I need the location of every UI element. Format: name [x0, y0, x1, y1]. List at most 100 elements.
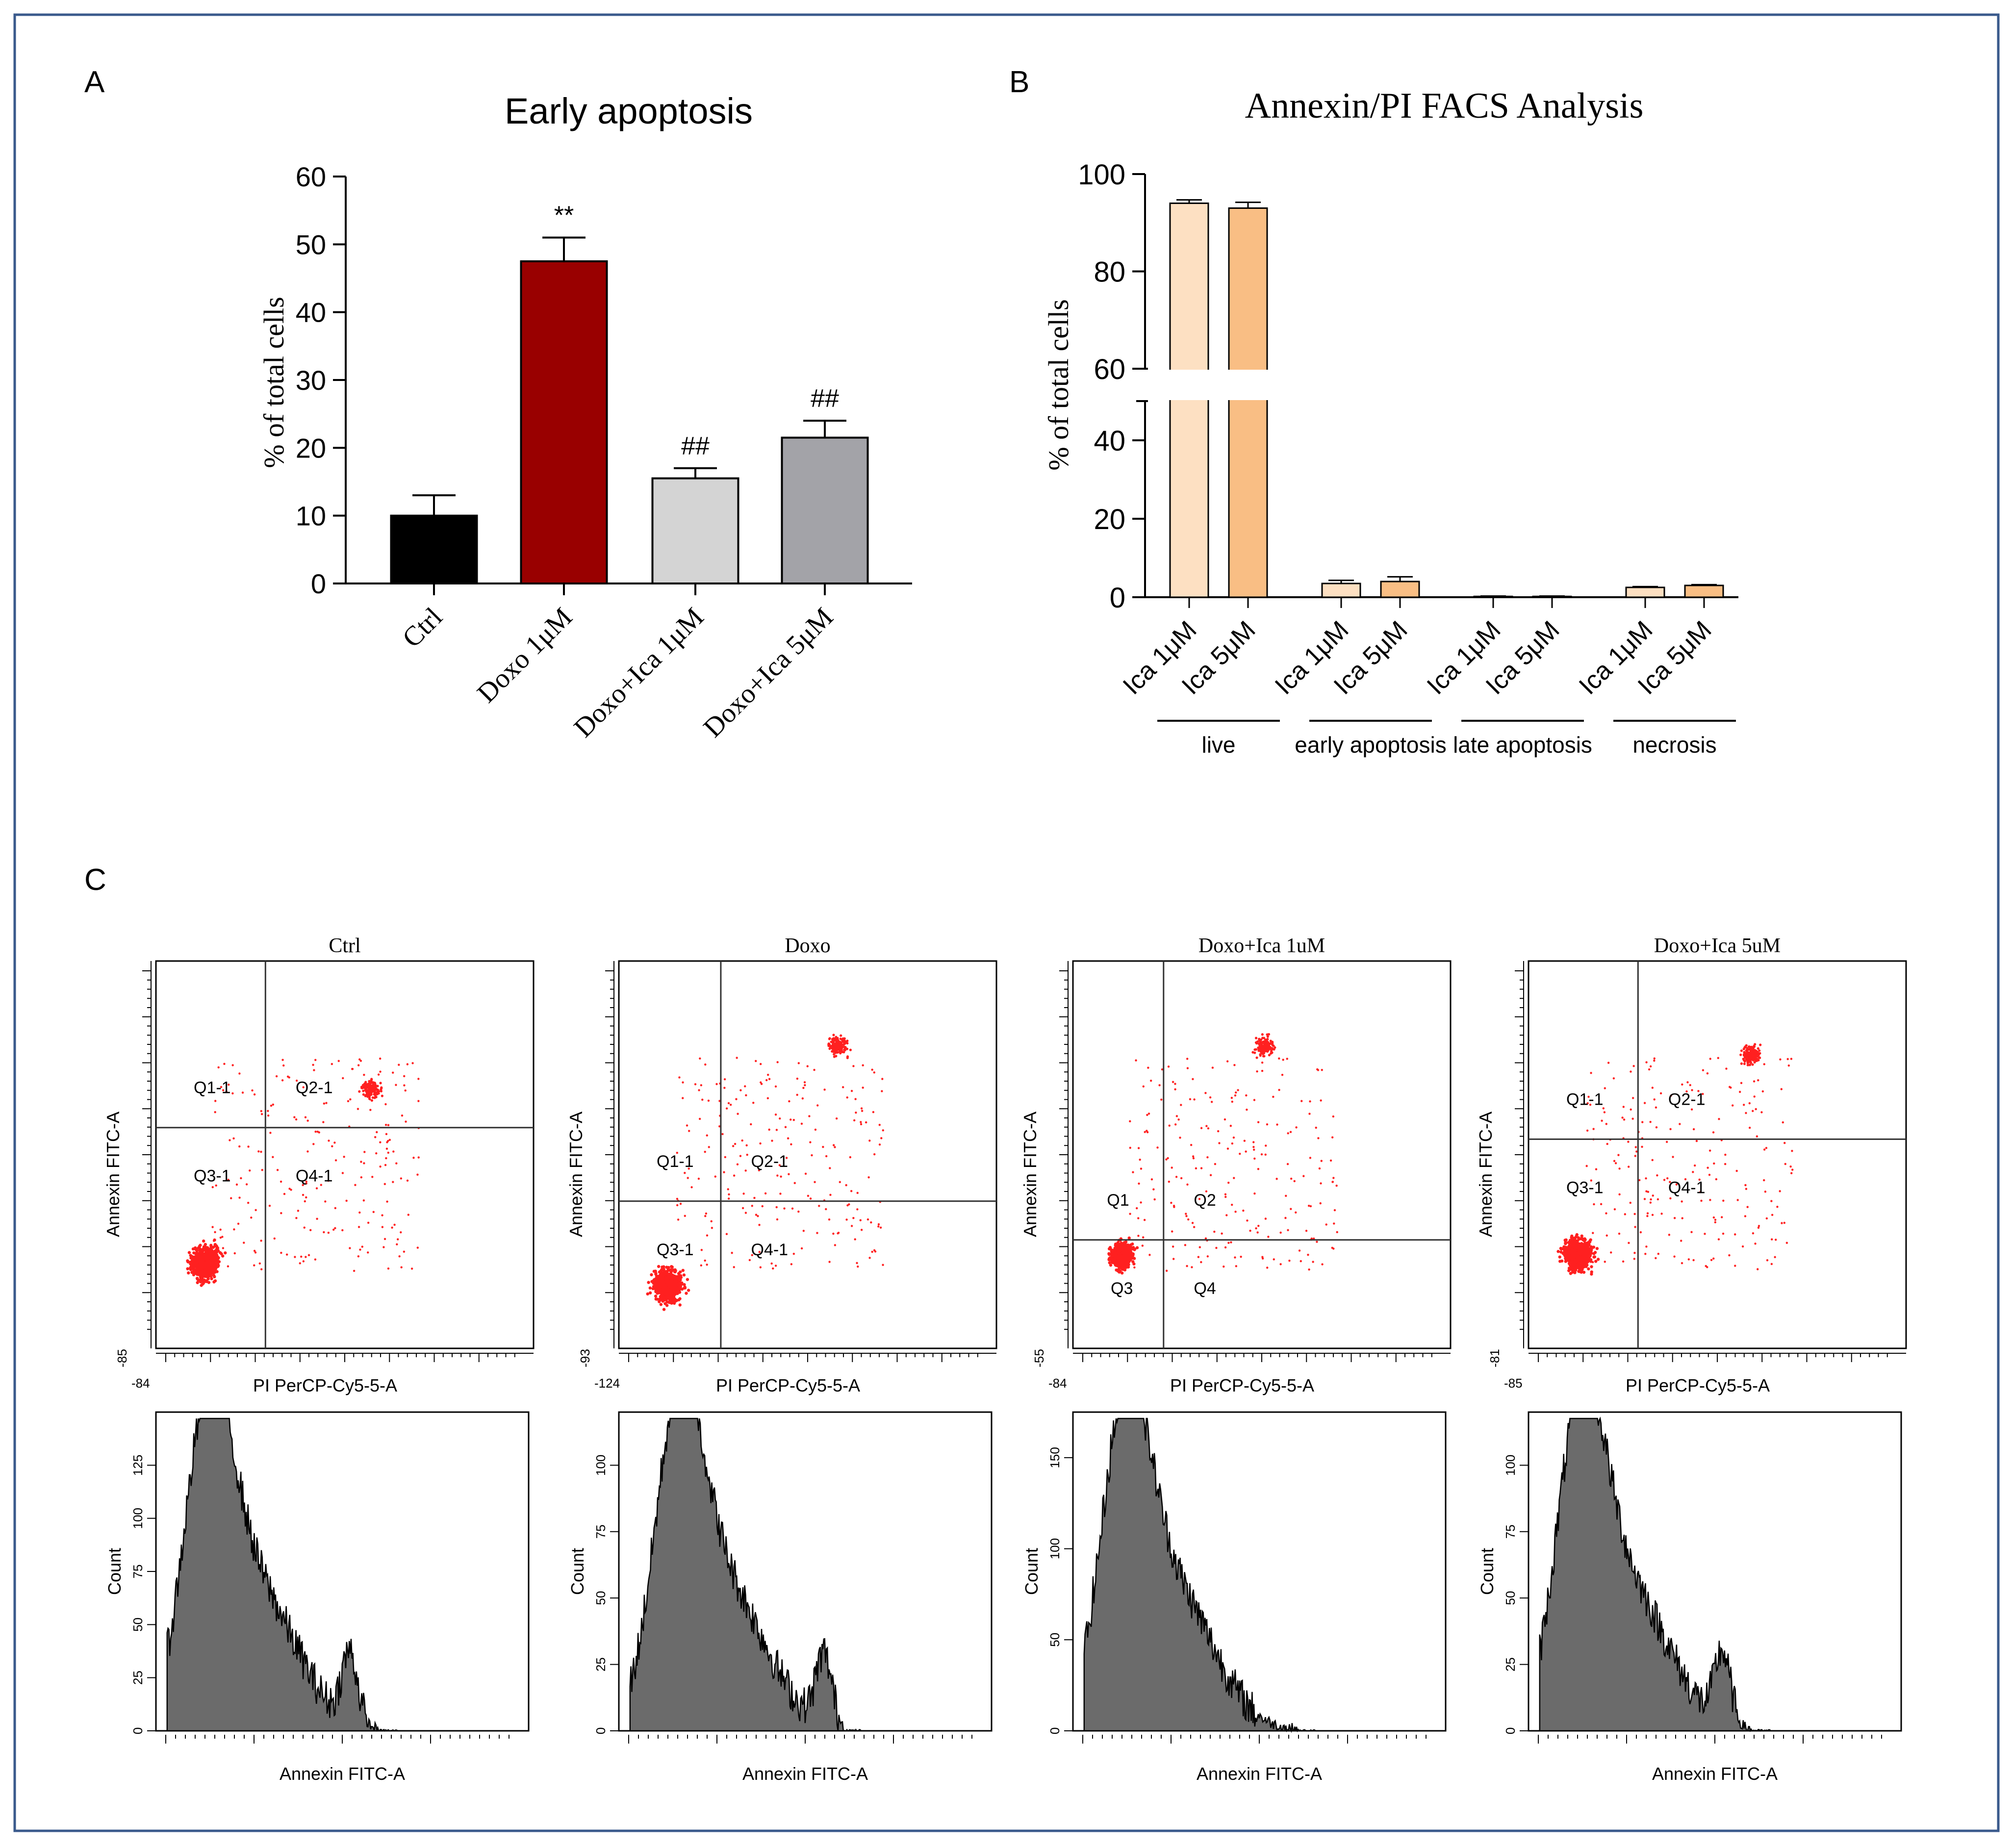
scatter-dot	[359, 1248, 361, 1250]
scatter-dot	[1168, 1065, 1170, 1067]
scatter-dot	[1118, 1253, 1121, 1256]
scatter-dot	[701, 1099, 703, 1101]
scatter-dot	[839, 1049, 841, 1052]
scatter-dot	[872, 1111, 874, 1113]
scatter-dot	[1264, 1044, 1266, 1046]
scatter-dot	[836, 1117, 838, 1119]
scatter-dot	[673, 1302, 676, 1305]
scatter-dot	[845, 1218, 847, 1220]
scatter-dot	[678, 1286, 681, 1289]
scatter-dot	[669, 1281, 672, 1284]
scatter-dot	[668, 1289, 671, 1292]
panel-b-y-tick-label: 40	[1094, 425, 1125, 457]
scatter-dot	[679, 1270, 682, 1273]
scatter-dot	[881, 1078, 883, 1080]
scatter-quadrant-label: Q3-1	[194, 1167, 231, 1186]
scatter-dot	[708, 1100, 710, 1102]
scatter-dot	[227, 1266, 229, 1267]
scatter-dot	[699, 1058, 701, 1060]
scatter-dot	[384, 1103, 386, 1105]
scatter-dot	[238, 1072, 240, 1074]
scatter-dot	[835, 1042, 837, 1044]
scatter-dot	[400, 1266, 402, 1268]
scatter-dot	[873, 1249, 875, 1251]
scatter-dot	[242, 1091, 244, 1093]
scatter-dot	[230, 1197, 232, 1199]
scatter-dot	[375, 1152, 377, 1154]
scatter-dot	[1233, 1137, 1235, 1139]
panel-a-y-tick-label: 50	[296, 229, 326, 260]
scatter-dot	[234, 1252, 236, 1254]
scatter-dot	[1180, 1104, 1182, 1106]
scatter-dot	[305, 1256, 306, 1258]
scatter-dot	[357, 1255, 359, 1257]
scatter-dot	[678, 1303, 681, 1306]
scatter-dot	[386, 1148, 388, 1150]
scatter-dot	[704, 1260, 706, 1262]
scatter-dot	[833, 1144, 835, 1146]
scatter-dot	[1226, 1060, 1228, 1062]
scatter-dot	[198, 1248, 201, 1251]
scatter-dot	[783, 1207, 785, 1209]
scatter-dot	[1272, 1044, 1274, 1047]
scatter-dot	[1129, 1147, 1131, 1149]
scatter-dot	[1129, 1120, 1131, 1122]
scatter-dot	[393, 1224, 395, 1226]
scatter-dot	[194, 1268, 197, 1271]
scatter-dot	[1131, 1242, 1134, 1245]
scatter-dot	[379, 1082, 382, 1084]
panel-label-c: C	[84, 863, 106, 897]
scatter-dot	[1321, 1069, 1323, 1071]
scatter-dot	[247, 1202, 249, 1204]
scatter-dot	[662, 1290, 665, 1292]
scatter-dot	[1205, 1125, 1207, 1127]
scatter-dot	[796, 1078, 798, 1080]
scatter-dot	[396, 1243, 398, 1245]
scatter-dot	[762, 1205, 764, 1207]
scatter-dot	[209, 1253, 212, 1256]
scatter-dot	[1255, 1227, 1257, 1229]
scatter-dot	[269, 1132, 271, 1134]
scatter-dot	[1275, 1178, 1277, 1180]
scatter-dot	[1267, 1041, 1269, 1043]
scatter-dot	[381, 1095, 383, 1097]
scatter-dot	[338, 1060, 340, 1062]
scatter-dot	[411, 1062, 413, 1064]
scatter-dot	[1160, 1099, 1162, 1101]
scatter-dot	[213, 1240, 215, 1241]
scatter-dot	[407, 1180, 408, 1182]
scatter-dot	[1587, 1267, 1590, 1270]
scatter-dot	[765, 1079, 767, 1081]
scatter-dot	[1189, 1098, 1191, 1100]
scatter-dot	[1132, 1171, 1134, 1173]
scatter-dot	[1137, 1235, 1139, 1237]
scatter-dot	[1287, 1163, 1289, 1165]
scatter-dot	[854, 1238, 856, 1240]
scatter-dot	[1271, 1042, 1274, 1044]
scatter-dot	[403, 1251, 405, 1253]
panel-a-bar	[782, 438, 868, 583]
scatter-dot	[724, 1156, 726, 1158]
scatter-dot	[1176, 1115, 1178, 1117]
scatter-dot	[312, 1143, 314, 1145]
scatter-dot	[205, 1255, 208, 1258]
scatter-dot	[187, 1271, 190, 1274]
scatter-dot	[715, 1083, 717, 1085]
scatter-dot	[728, 1102, 730, 1104]
scatter-dot	[829, 1037, 831, 1039]
scatter-dot	[195, 1249, 198, 1252]
scatter-dot	[837, 1043, 840, 1046]
scatter-dot	[856, 1208, 858, 1210]
scatter-dot	[379, 1141, 381, 1143]
scatter-dot	[190, 1264, 193, 1266]
scatter-dot	[1225, 1214, 1227, 1216]
scatter-dot	[686, 1124, 688, 1126]
scatter-dot	[215, 1248, 218, 1251]
scatter-dot	[832, 1233, 834, 1235]
scatter-dot	[328, 1139, 330, 1141]
scatter-dot	[842, 1086, 844, 1088]
panel-a-y-tick-label: 40	[296, 297, 326, 328]
scatter-dot	[286, 1253, 288, 1255]
scatter-dot	[1133, 1266, 1135, 1268]
scatter-dot	[364, 1081, 367, 1083]
